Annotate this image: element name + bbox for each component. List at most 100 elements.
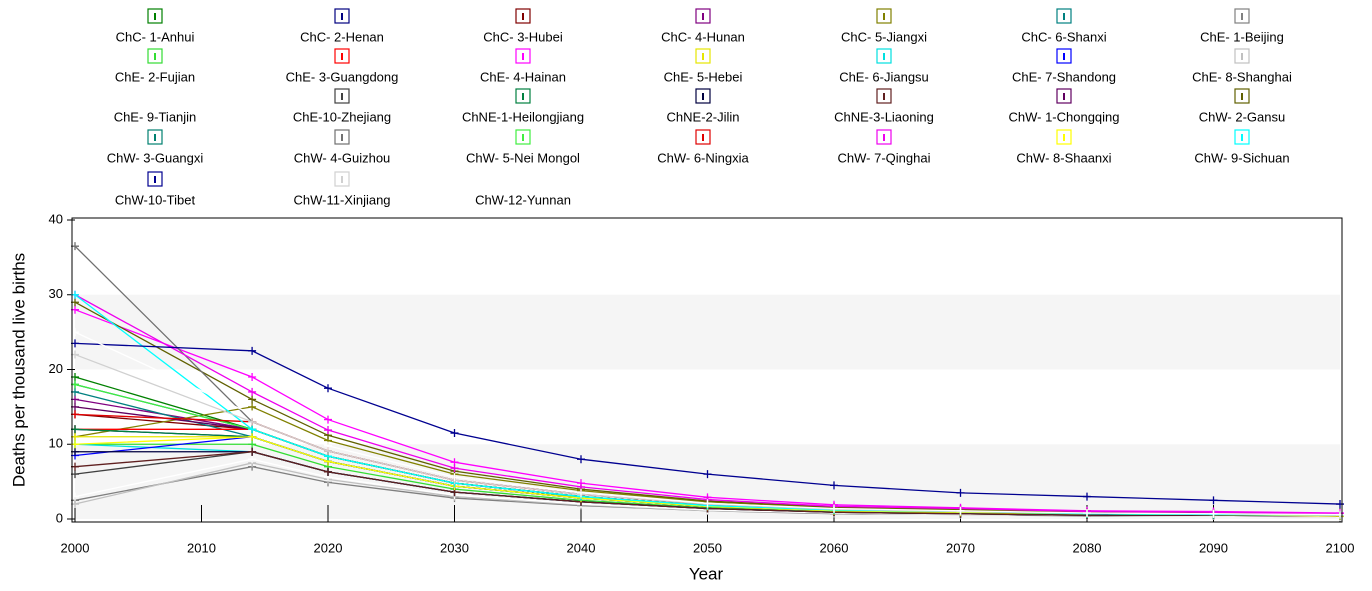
- y-axis-label: Deaths per thousand live births: [9, 253, 28, 487]
- legend-item: ChE- 3-Guangdong: [286, 48, 399, 84]
- legend-item: ChW- 8-Shaanxi: [1016, 129, 1112, 165]
- legend-label: ChC- 3-Hubei: [483, 29, 563, 44]
- legend-label: ChNE-1-Heilongjiang: [462, 109, 584, 124]
- x-tick-label: 2090: [1199, 540, 1228, 555]
- legend-item: ChE- 7-Shandong: [1012, 48, 1116, 84]
- legend-item: ChNE-1-Heilongjiang: [462, 88, 584, 124]
- legend-item: ChC- 4-Hunan: [661, 8, 745, 44]
- point-marker: [324, 467, 332, 476]
- point-marker: [324, 415, 332, 424]
- point-marker: [248, 372, 257, 381]
- point-marker: [703, 499, 712, 508]
- point-marker: [248, 425, 257, 434]
- legend-label: ChW- 9-Sichuan: [1194, 150, 1289, 165]
- legend-label: ChE- 7-Shandong: [1012, 69, 1116, 84]
- point-marker: [956, 506, 965, 515]
- legend-label: ChE- 5-Hebei: [664, 69, 743, 84]
- point-marker: [248, 455, 257, 464]
- legend-item: ChE- 5-Hebei: [664, 48, 743, 84]
- point-marker: [248, 395, 257, 404]
- x-axis-label: Year: [689, 564, 724, 583]
- point-marker: [248, 346, 257, 355]
- point-marker: [1083, 509, 1091, 518]
- y-tick-label: 30: [49, 286, 63, 301]
- legend-label: ChC- 2-Henan: [300, 29, 384, 44]
- y-tick-label: 40: [49, 211, 63, 226]
- legend-item: ChC- 6-Shanxi: [1021, 8, 1107, 44]
- point-marker: [450, 473, 459, 482]
- plot-frame: [71, 217, 1343, 523]
- point-marker: [1336, 510, 1344, 519]
- point-marker: [830, 481, 838, 490]
- point-marker: [248, 440, 257, 449]
- legend-item: ChE- 8-Shanghai: [1192, 48, 1292, 84]
- legend-item: ChE- 9-Tianjin: [114, 88, 197, 124]
- legend-item: ChC- 5-Jiangxi: [841, 8, 927, 44]
- legend-label: ChW- 7-Qinghai: [838, 150, 931, 165]
- point-marker: [248, 417, 257, 426]
- point-marker: [830, 504, 838, 513]
- legend-item: ChE-10-Zhejiang: [293, 88, 391, 124]
- point-marker: [248, 402, 257, 411]
- legend-item: ChE- 2-Fujian: [115, 48, 195, 84]
- legend-label: ChE- 8-Shanghai: [1192, 69, 1292, 84]
- legend-label: ChC- 5-Jiangxi: [841, 29, 927, 44]
- point-marker: [577, 455, 585, 464]
- legend-label: ChE- 9-Tianjin: [114, 109, 197, 124]
- point-marker: [703, 470, 712, 479]
- legend-label: ChW-11-Xinjiang: [293, 192, 390, 207]
- legend-item: ChW- 1-Chongqing: [1008, 88, 1120, 124]
- point-marker: [324, 384, 332, 393]
- legend-item: ChNE-2-Jilin: [667, 88, 740, 124]
- x-tick-label: 2070: [946, 540, 975, 555]
- x-tick-label: 2040: [567, 540, 596, 555]
- x-tick-label: 2080: [1073, 540, 1102, 555]
- point-marker: [450, 429, 459, 438]
- point-marker: [1209, 509, 1218, 518]
- legend-label: ChNE-2-Jilin: [667, 109, 740, 124]
- point-marker: [248, 410, 257, 419]
- y-tick-label: 20: [49, 361, 63, 376]
- y-tick-label: 0: [56, 510, 63, 525]
- point-marker: [324, 441, 332, 450]
- point-marker: [1209, 496, 1218, 505]
- legend-label: ChE-10-Zhejiang: [293, 109, 391, 124]
- point-marker: [248, 387, 257, 396]
- legend-label: ChC- 4-Hunan: [661, 29, 745, 44]
- legend-label: ChE- 1-Beijing: [1200, 29, 1284, 44]
- legend-label: ChW- 6-Ningxia: [657, 150, 749, 165]
- x-tick-label: 2050: [693, 540, 722, 555]
- legend-item: ChW- 7-Qinghai: [838, 129, 931, 165]
- point-marker: [248, 447, 257, 456]
- legend-label: ChC- 1-Anhui: [116, 29, 195, 44]
- legend-item: ChW-11-Xinjiang: [293, 171, 391, 207]
- legend-item: ChW- 4-Guizhou: [294, 129, 390, 165]
- point-marker: [1336, 500, 1344, 509]
- legend-item: ChC- 2-Henan: [300, 8, 384, 44]
- x-tick-label: 2100: [1326, 540, 1355, 555]
- x-tick-label: 2010: [187, 540, 216, 555]
- legend-item: ChC- 3-Hubei: [483, 8, 563, 44]
- legend-label: ChW- 1-Chongqing: [1008, 109, 1119, 124]
- point-marker: [248, 432, 257, 441]
- legend-item: ChE- 4-Hainan: [480, 48, 566, 84]
- band: [75, 294, 1340, 370]
- legend-label: ChC- 6-Shanxi: [1021, 29, 1106, 44]
- legend-label: ChE- 3-Guangdong: [286, 69, 399, 84]
- legend-item: ChW- 3-Guangxi: [107, 129, 203, 165]
- legend-label: ChW- 5-Nei Mongol: [466, 150, 580, 165]
- legend-item: ChW- 2-Gansu: [1199, 88, 1285, 124]
- x-tick-label: 2000: [61, 540, 90, 555]
- legend-item: ChC- 1-Anhui: [116, 8, 195, 44]
- legend-item: ChW-10-Tibet: [115, 171, 195, 207]
- legend-item: ChNE-3-Liaoning: [834, 88, 934, 124]
- legend-item: ChW-12-Yunnan: [475, 171, 571, 207]
- legend-label: ChW- 8-Shaanxi: [1016, 150, 1111, 165]
- point-marker: [324, 426, 332, 435]
- legend-label: ChNE-3-Liaoning: [834, 109, 934, 124]
- legend-label: ChE- 6-Jiangsu: [839, 69, 929, 84]
- x-tick-label: 2030: [440, 540, 469, 555]
- legend-label: ChE- 2-Fujian: [115, 69, 195, 84]
- legend-label: ChE- 4-Hainan: [480, 69, 566, 84]
